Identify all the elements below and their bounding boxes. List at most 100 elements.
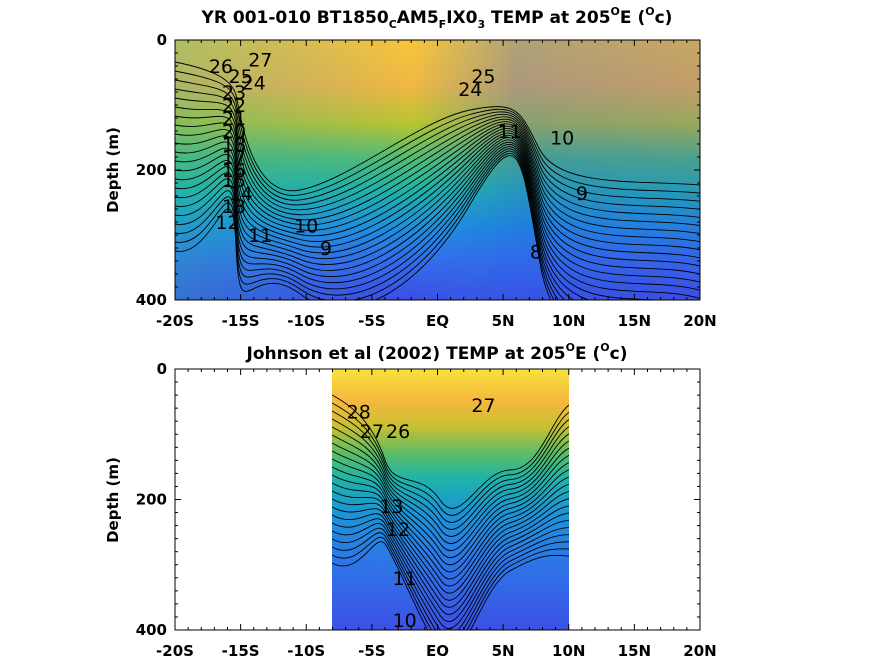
contour-label: 27: [471, 395, 495, 417]
isoline: [175, 122, 700, 243]
isoline: [332, 418, 569, 530]
x-tick-label: -20S: [156, 312, 194, 330]
isoline: [332, 512, 569, 615]
x-tick-label: 20N: [683, 312, 716, 330]
isoline: [332, 442, 569, 552]
contour-label: 9: [576, 183, 588, 205]
top-title-part: YR 001-010 BT1850: [201, 8, 389, 28]
y-tick-label: 200: [136, 491, 167, 509]
contour-label: 13: [222, 196, 246, 218]
bottom-title-part: E (: [575, 344, 600, 364]
contour-label: 26: [386, 421, 410, 443]
x-tick-label: -5S: [358, 642, 385, 656]
bottom-title-part: c): [610, 344, 628, 364]
bottom-ticks: -20S -15S -10S -5S EQ 5N 10N 15N 20N 0 200 400: [136, 360, 717, 656]
isoline: [175, 70, 700, 196]
contour-label: 15: [222, 170, 246, 192]
isoline: [175, 150, 560, 300]
isoline: [332, 402, 569, 516]
x-tick-label: EQ: [426, 642, 449, 656]
top-title-part: AM5: [397, 8, 439, 28]
isoline: [332, 505, 569, 608]
isoline: [332, 410, 569, 523]
isoline: [175, 106, 700, 226]
bottom-title-part: Johnson et al (2002) TEMP at 205: [246, 344, 566, 364]
bottom-title: Johnson et al (2002) TEMP at 205OE (Oc): [246, 341, 628, 364]
top-title: YR 001-010 BT1850CAM5FIX03 TEMP at 205OE…: [201, 5, 673, 31]
top-ylabel: Depth (m): [104, 127, 122, 213]
x-tick-label: -5S: [358, 312, 385, 330]
top-title-sub: C: [389, 18, 397, 31]
contour-label: 10: [393, 610, 417, 632]
contour-label: 21: [222, 108, 246, 130]
top-title-part: c): [655, 8, 673, 28]
contour-label: 8: [530, 241, 542, 263]
x-tick-label: 5N: [492, 312, 515, 330]
isoline: [175, 141, 664, 300]
contour-label: 28: [347, 401, 371, 423]
contour-label: 11: [248, 225, 272, 247]
top-title-sup: O: [611, 5, 620, 18]
isoline: [332, 458, 569, 566]
bottom-title-sup: O: [600, 341, 609, 354]
isoline: [175, 143, 591, 300]
top-isolines: [175, 61, 700, 300]
isoline: [332, 426, 569, 537]
x-tick-label: 20N: [683, 642, 716, 656]
isoline: [175, 125, 700, 251]
top-title-sub: 3: [477, 18, 485, 31]
contour-label: 24: [458, 79, 482, 101]
y-tick-label: 400: [136, 621, 167, 639]
isoline: [175, 155, 552, 300]
isoline: [175, 115, 700, 235]
y-tick-label: 0: [157, 360, 167, 378]
y-tick-label: 400: [136, 291, 167, 309]
contour-label: 27: [248, 50, 272, 72]
isoline: [332, 394, 569, 509]
contour-label: 27: [360, 421, 384, 443]
bottom-title-sup: O: [566, 341, 575, 354]
x-tick-label: -15S: [222, 312, 260, 330]
contour-label: 13: [379, 496, 403, 518]
isoline: [332, 536, 569, 630]
isoline: [332, 474, 569, 580]
contour-label: 14: [229, 183, 253, 205]
isoline: [332, 532, 569, 630]
isoline: [175, 148, 566, 300]
top-title-sup: O: [645, 5, 654, 18]
top-ticks: -20S -15S -10S -5S EQ 5N 10N 15N 20N 0 200 400: [136, 31, 717, 330]
isoline: [175, 146, 575, 300]
y-tick-label: 200: [136, 161, 167, 179]
top-title-part: E (: [620, 8, 645, 28]
isoline: [175, 132, 700, 275]
isoline: [175, 134, 700, 283]
x-tick-label: 10N: [552, 312, 585, 330]
bottom-ylabel: Depth (m): [104, 457, 122, 543]
isoline: [175, 61, 700, 192]
y-tick-label: 0: [157, 31, 167, 49]
isoline: [332, 450, 569, 559]
isoline: [332, 466, 569, 573]
contour-label: 11: [498, 121, 522, 143]
x-tick-label: 10N: [552, 642, 585, 656]
x-tick-label: 15N: [618, 312, 651, 330]
x-tick-label: -15S: [222, 642, 260, 656]
isoline: [175, 97, 700, 218]
contour-label: 26: [209, 56, 233, 78]
isoline: [175, 130, 700, 267]
contour-label: 20: [222, 121, 246, 143]
contour-label: 16: [222, 160, 246, 182]
isoline: [175, 139, 700, 299]
top-title-sub: F: [439, 18, 447, 31]
isoline: [332, 482, 569, 587]
isoline: [332, 434, 569, 545]
isoline: [175, 128, 700, 259]
contour-label: 25: [471, 66, 495, 88]
isoline: [332, 518, 569, 622]
contour-label: 25: [229, 66, 253, 88]
contour-label: 12: [386, 519, 410, 541]
isoline: [332, 523, 569, 630]
contour-label: 17: [222, 147, 246, 169]
